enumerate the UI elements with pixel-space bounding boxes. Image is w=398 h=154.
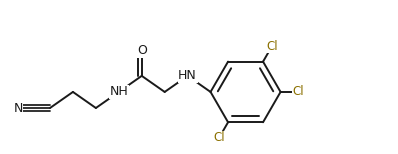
Text: Cl: Cl <box>266 40 278 53</box>
Text: NH: NH <box>109 85 128 98</box>
Text: Cl: Cl <box>293 85 304 98</box>
Text: N: N <box>13 101 23 115</box>
Text: O: O <box>137 44 147 57</box>
Text: Cl: Cl <box>213 131 225 144</box>
Text: HN: HN <box>178 69 197 82</box>
